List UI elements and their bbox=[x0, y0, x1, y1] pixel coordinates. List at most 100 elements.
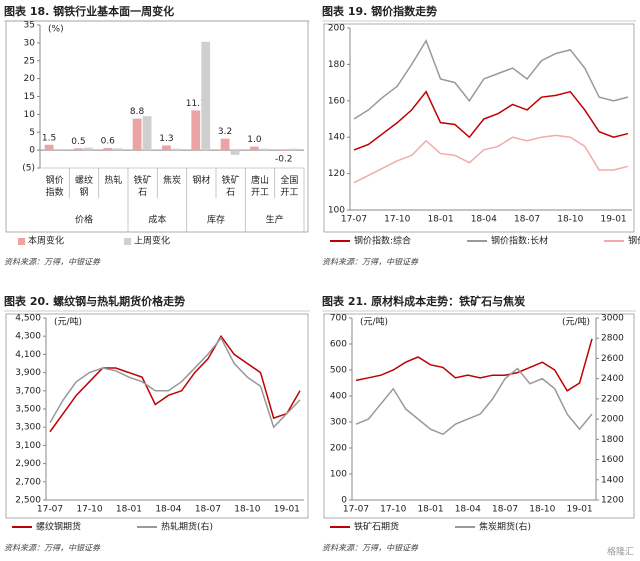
y-tick-label: 200 bbox=[328, 24, 345, 34]
bar bbox=[201, 41, 211, 151]
x-tick-label: 19-01 bbox=[274, 505, 300, 515]
value-label: 11.1 bbox=[186, 99, 206, 109]
group-label: 成本 bbox=[148, 214, 166, 226]
bar bbox=[289, 148, 299, 151]
y-tick-label: 30 bbox=[24, 38, 36, 48]
y-tick-label: 2,900 bbox=[15, 459, 41, 469]
x-tick-label: 17-07 bbox=[341, 215, 367, 225]
x-tick-label: 18-07 bbox=[492, 505, 518, 515]
plot-frame bbox=[323, 313, 635, 519]
x-tick-label: 18-01 bbox=[417, 505, 443, 515]
value-label: 1.0 bbox=[247, 135, 262, 145]
chart-title: 图表 21. 原材料成本走势：铁矿石与焦炭 bbox=[322, 294, 525, 308]
x-tick-label: 18-10 bbox=[234, 505, 260, 515]
y-tick-label: 25 bbox=[24, 56, 35, 66]
chart-title: 图表 18. 钢铁行业基本面一周变化 bbox=[4, 4, 174, 18]
line-series bbox=[353, 90, 629, 151]
watermark: 格隆汇 bbox=[607, 546, 634, 558]
y-tick-label: 600 bbox=[330, 340, 347, 350]
value-label: 3.2 bbox=[218, 127, 232, 137]
legend-label: 铁矿石期货 bbox=[354, 521, 399, 533]
bar bbox=[260, 148, 269, 151]
y2-tick-label: 2800 bbox=[601, 334, 624, 344]
source: 资料来源：万得，中银证券 bbox=[322, 544, 419, 553]
bar bbox=[191, 110, 201, 151]
x-tick-label: 18-01 bbox=[427, 215, 453, 225]
y-tick-label: 3,500 bbox=[15, 405, 41, 415]
x-tick-label: 18-10 bbox=[529, 505, 555, 515]
y-unit: (元/吨) bbox=[360, 316, 388, 328]
source: 资料来源：万得，中银证券 bbox=[4, 544, 101, 553]
y-tick-label: 4,100 bbox=[15, 350, 41, 360]
y-tick-label: 0 bbox=[341, 496, 347, 506]
x-tick-label: 铁矿石 bbox=[222, 174, 240, 198]
y-tick-label: 180 bbox=[328, 60, 345, 70]
y-tick-label: 100 bbox=[330, 470, 347, 480]
bar bbox=[44, 144, 54, 151]
y-tick-label: 100 bbox=[328, 206, 345, 216]
line-series bbox=[49, 334, 301, 433]
x-tick-label: 17-07 bbox=[343, 505, 369, 515]
value-label: 0.5 bbox=[71, 137, 85, 147]
y-tick-label: 3,700 bbox=[15, 386, 41, 396]
legend-label: 钢价指数:长材 bbox=[491, 235, 548, 247]
y2-tick-label: 2200 bbox=[601, 394, 624, 404]
legend-label: 焦炭期货(右) bbox=[479, 521, 531, 533]
y-tick-label: 3,100 bbox=[15, 441, 41, 451]
x-tick-label: 热轧 bbox=[104, 174, 122, 186]
y-tick-label: 35 bbox=[24, 21, 35, 31]
y2-tick-label: 1400 bbox=[601, 475, 624, 485]
y-tick-label: 3,900 bbox=[15, 368, 41, 378]
y-tick-label: 4,300 bbox=[15, 332, 41, 342]
y-tick-label: 120 bbox=[328, 169, 345, 179]
x-tick-label: 全国开工 bbox=[280, 174, 298, 198]
y2-tick-label: 2600 bbox=[601, 354, 624, 364]
line-series bbox=[49, 336, 301, 429]
y-tick-label: 4,500 bbox=[15, 314, 41, 324]
line-series bbox=[353, 39, 629, 120]
x-tick-label: 18-07 bbox=[514, 215, 540, 225]
x-tick-label: 18-10 bbox=[557, 215, 583, 225]
bar bbox=[162, 145, 171, 151]
plot-frame bbox=[5, 313, 309, 519]
y2-tick-label: 1600 bbox=[601, 455, 624, 465]
y-tick-label: 20 bbox=[24, 74, 36, 84]
x-tick-label: 钢材 bbox=[192, 174, 210, 186]
x-tick-label: 18-07 bbox=[195, 505, 221, 515]
bar bbox=[220, 138, 230, 151]
y-tick-label: 160 bbox=[328, 96, 345, 106]
y-tick-label: 10 bbox=[24, 110, 36, 120]
y2-tick-label: 1200 bbox=[601, 496, 624, 506]
x-tick-label: 钢价指数 bbox=[46, 174, 64, 198]
value-label: 8.8 bbox=[130, 107, 145, 117]
y-tick-label: 300 bbox=[330, 418, 347, 428]
y-tick-label: 200 bbox=[330, 444, 347, 454]
x-tick-label: 17-10 bbox=[384, 215, 410, 225]
value-label: 0.6 bbox=[101, 136, 116, 146]
y-tick-label: 2,500 bbox=[15, 496, 41, 506]
bar bbox=[113, 148, 123, 151]
line-series bbox=[355, 367, 593, 436]
y-tick-label: 700 bbox=[330, 314, 347, 324]
bar bbox=[279, 150, 289, 151]
x-tick-label: 19-01 bbox=[601, 215, 627, 225]
y-tick-label: 500 bbox=[330, 366, 347, 376]
legend-swatch bbox=[124, 238, 132, 245]
plot-frame bbox=[5, 20, 309, 233]
x-tick-label: 19-01 bbox=[567, 505, 593, 515]
bar bbox=[230, 150, 240, 155]
y2-tick-label: 2400 bbox=[601, 374, 624, 384]
x-tick-label: 17-10 bbox=[380, 505, 406, 515]
x-tick-label: 唐山开工 bbox=[251, 174, 269, 198]
x-tick-label: 18-01 bbox=[116, 505, 142, 515]
y-tick-label: 400 bbox=[330, 392, 347, 402]
bar bbox=[103, 147, 113, 151]
x-tick-label: 18-04 bbox=[155, 505, 181, 515]
bar bbox=[172, 148, 181, 151]
legend-swatch bbox=[18, 238, 25, 245]
y2-tick-label: 2000 bbox=[601, 415, 624, 425]
y2-unit: (元/吨) bbox=[562, 316, 590, 328]
source: 资料来源：万得，中银证券 bbox=[322, 258, 419, 267]
y-tick-label: (5) bbox=[22, 164, 35, 174]
chart-title: 图表 19. 钢价指数走势 bbox=[322, 4, 437, 18]
